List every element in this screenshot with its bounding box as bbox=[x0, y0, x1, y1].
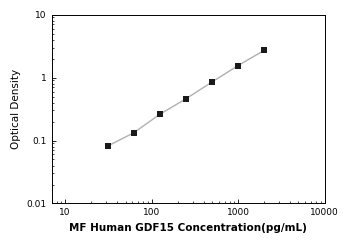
Point bbox=[235, 64, 241, 68]
Y-axis label: Optical Density: Optical Density bbox=[11, 69, 21, 149]
Point bbox=[157, 112, 163, 116]
Point bbox=[261, 49, 267, 52]
Point bbox=[183, 97, 189, 101]
Point bbox=[209, 80, 215, 84]
X-axis label: MF Human GDF15 Concentration(pg/mL): MF Human GDF15 Concentration(pg/mL) bbox=[69, 223, 307, 233]
Point bbox=[131, 131, 137, 135]
Point bbox=[105, 144, 111, 148]
